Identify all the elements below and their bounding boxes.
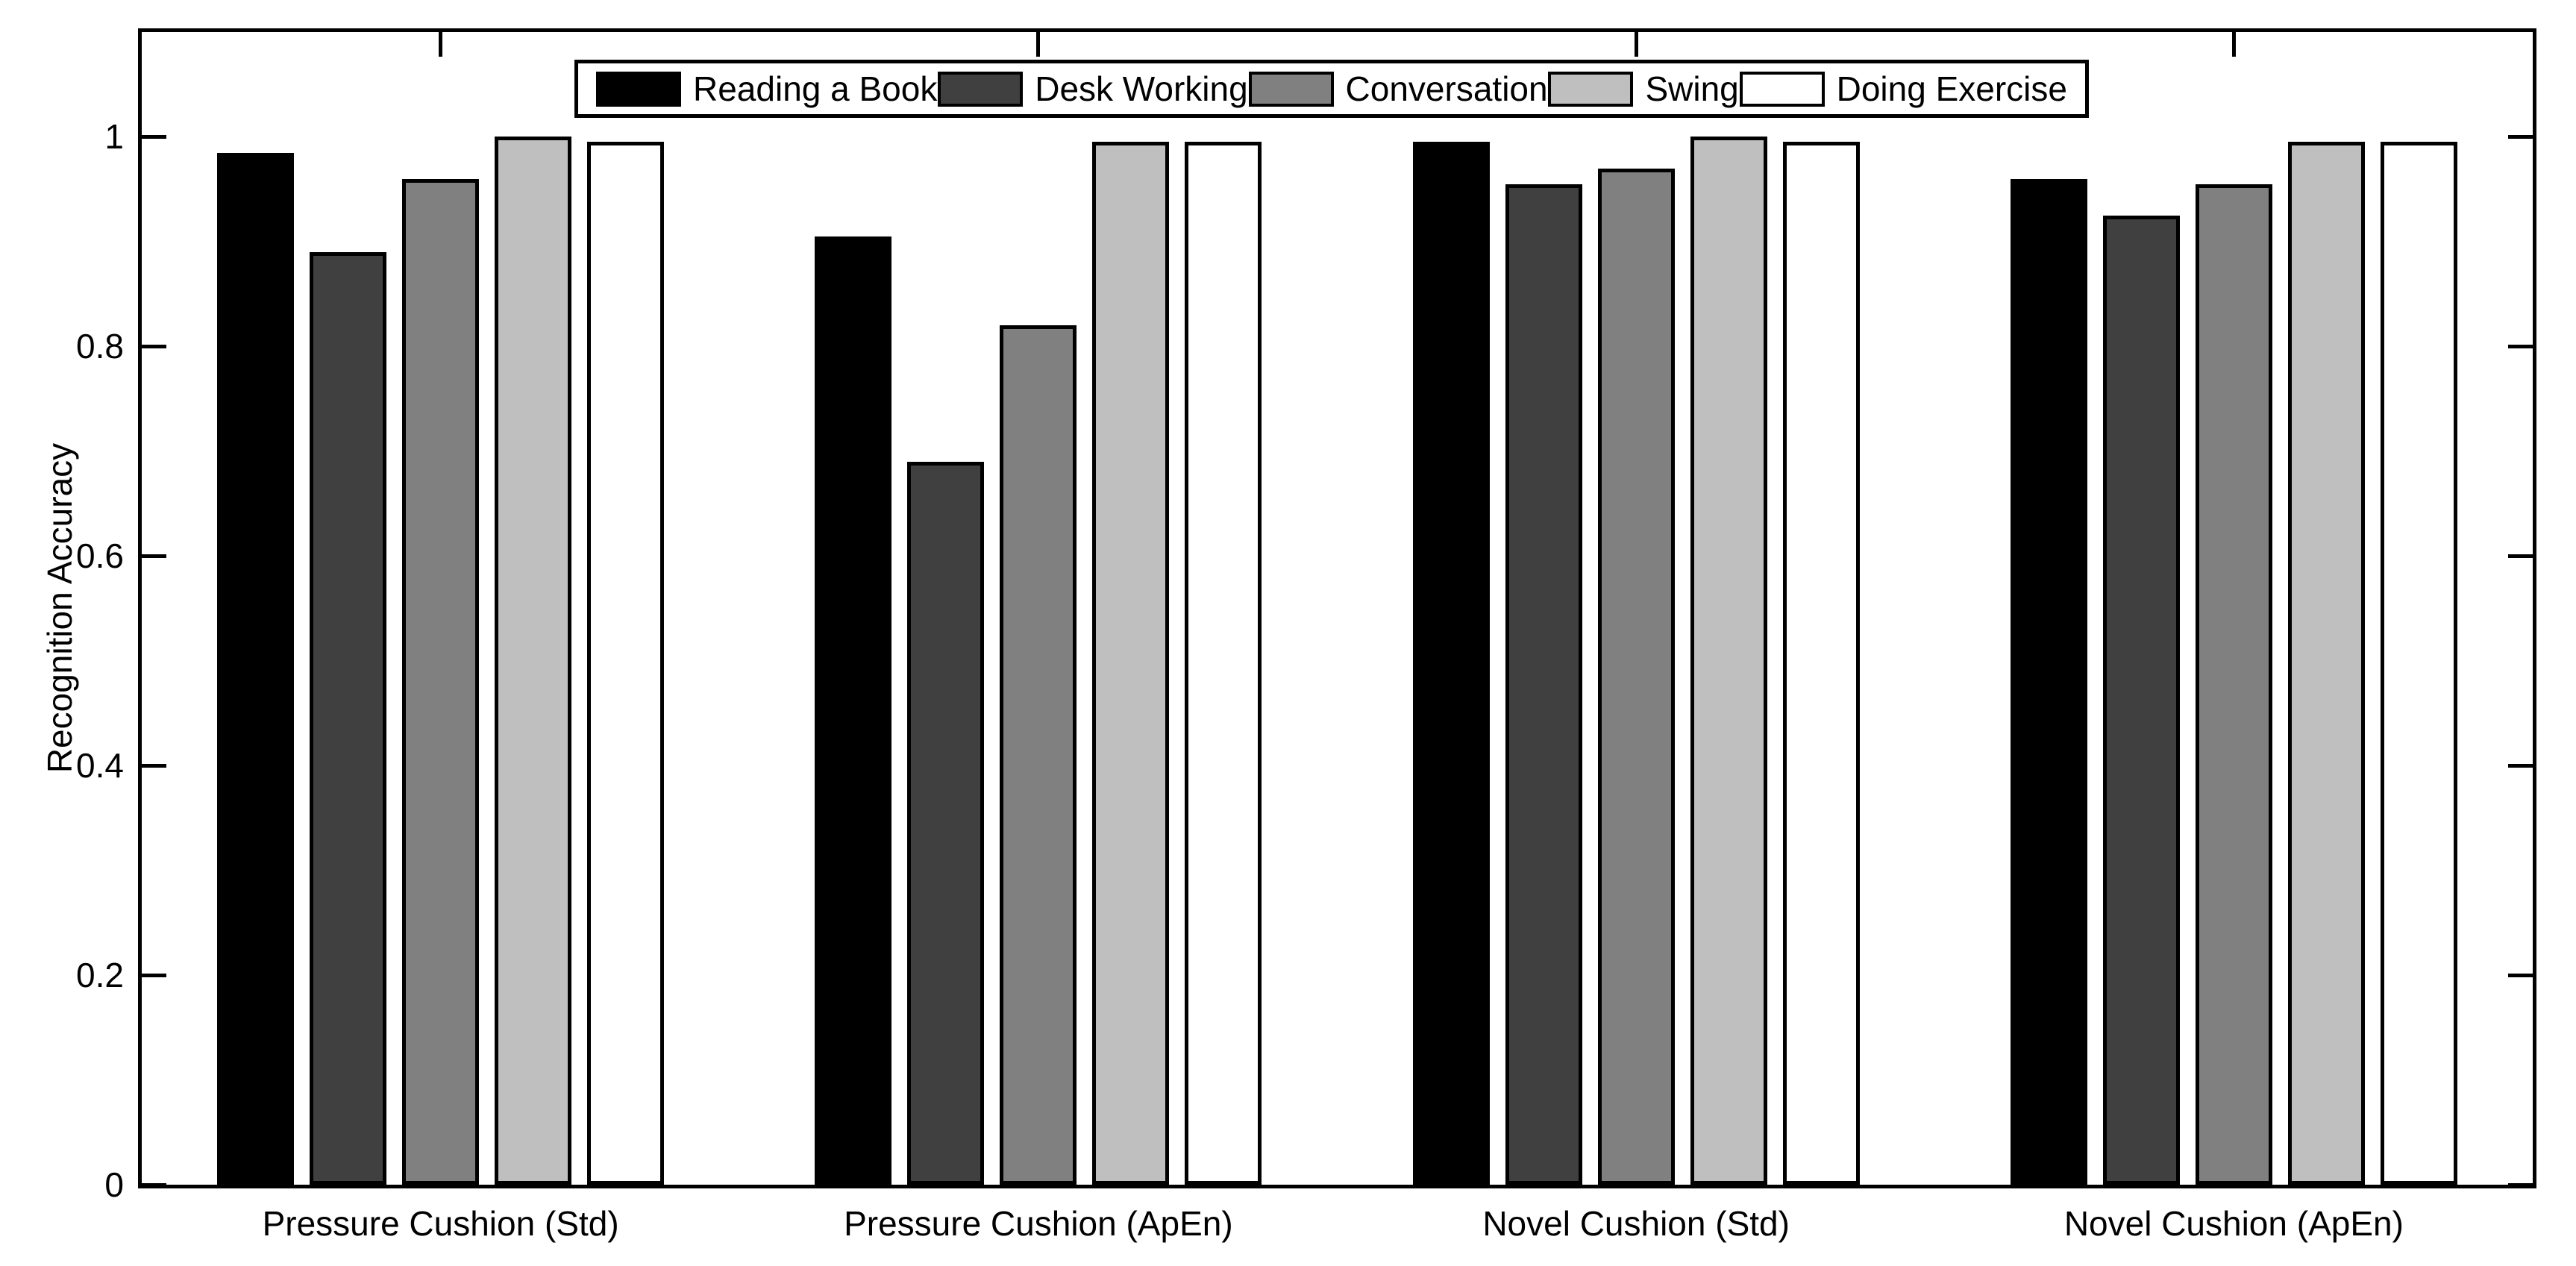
bar-desk-working — [2102, 215, 2180, 1185]
bar-swing — [2287, 142, 2365, 1185]
y-axis-tick-left — [142, 134, 166, 139]
legend-label: Swing — [1645, 69, 1739, 108]
legend-item-swing: Swing — [1548, 69, 1739, 109]
y-axis-tick-right — [2508, 1182, 2533, 1187]
legend-swatch — [1739, 71, 1825, 107]
legend-swatch — [1548, 71, 1634, 107]
bar-conversation — [1000, 325, 1077, 1185]
legend-label: Desk Working — [1035, 69, 1248, 108]
y-axis-tick-right — [2508, 134, 2533, 139]
bar-reading-a-book — [217, 152, 295, 1185]
legend: Reading a Book Desk Working Conversation Sw… — [574, 60, 2089, 118]
bar-swing — [495, 137, 572, 1185]
y-axis-tick-left — [142, 344, 166, 348]
y-tick-label: 0 — [104, 1165, 124, 1204]
x-axis-tick-top — [2231, 32, 2236, 57]
y-tick-label: 0.8 — [76, 327, 124, 366]
legend-item-conversation: Conversation — [1248, 69, 1548, 109]
legend-item-desk-working: Desk Working — [938, 69, 1248, 109]
y-axis-tick-right — [2508, 973, 2533, 977]
legend-swatch — [938, 71, 1024, 107]
y-axis-tick-right — [2508, 763, 2533, 768]
y-tick-label: 0.6 — [76, 536, 124, 576]
x-axis-tick-top — [1036, 32, 1041, 57]
bar-doing-exercise — [1782, 142, 1860, 1185]
y-tick-label: 0.4 — [76, 746, 124, 786]
bar-doing-exercise — [2380, 142, 2457, 1185]
bar-reading-a-book — [2010, 178, 2087, 1185]
legend-label: Reading a Book — [693, 69, 938, 108]
legend-label: Conversation — [1345, 69, 1548, 108]
bar-reading-a-book — [815, 236, 892, 1185]
legend-swatch — [596, 71, 681, 107]
x-axis-tick-top — [1634, 32, 1638, 57]
bar-desk-working — [1505, 184, 1582, 1185]
y-tick-label: 1 — [104, 117, 124, 157]
x-tick-label: Pressure Cushion (ApEn) — [844, 1204, 1233, 1243]
y-axis-title: Recognition Accuracy — [40, 442, 79, 774]
plot-area — [138, 28, 2536, 1188]
y-axis-tick-left — [142, 554, 166, 558]
legend-swatch — [1248, 71, 1334, 107]
y-axis-tick-left — [142, 973, 166, 977]
legend-label: Doing Exercise — [1836, 69, 2067, 108]
y-axis-tick-left — [142, 1182, 166, 1187]
x-axis-tick-top — [439, 32, 443, 57]
bar-doing-exercise — [1185, 142, 1262, 1185]
x-tick-label: Pressure Cushion (Std) — [262, 1204, 619, 1243]
bar-conversation — [2195, 184, 2272, 1185]
bar-conversation — [1597, 168, 1675, 1185]
bar-swing — [1092, 142, 1170, 1185]
bar-doing-exercise — [587, 142, 665, 1185]
bar-desk-working — [310, 251, 387, 1185]
y-axis-tick-right — [2508, 344, 2533, 348]
legend-item-doing-exercise: Doing Exercise — [1739, 69, 2067, 109]
bar-reading-a-book — [1412, 142, 1490, 1185]
bar-desk-working — [907, 461, 985, 1185]
y-axis-tick-left — [142, 763, 166, 768]
bar-swing — [1690, 137, 1767, 1185]
y-axis-tick-right — [2508, 554, 2533, 558]
legend-item-reading-a-book: Reading a Book — [596, 69, 937, 109]
x-tick-label: Novel Cushion (Std) — [1482, 1204, 1790, 1243]
y-tick-label: 0.2 — [76, 956, 124, 995]
bar-conversation — [402, 178, 480, 1185]
x-tick-label: Novel Cushion (ApEn) — [2063, 1204, 2404, 1243]
